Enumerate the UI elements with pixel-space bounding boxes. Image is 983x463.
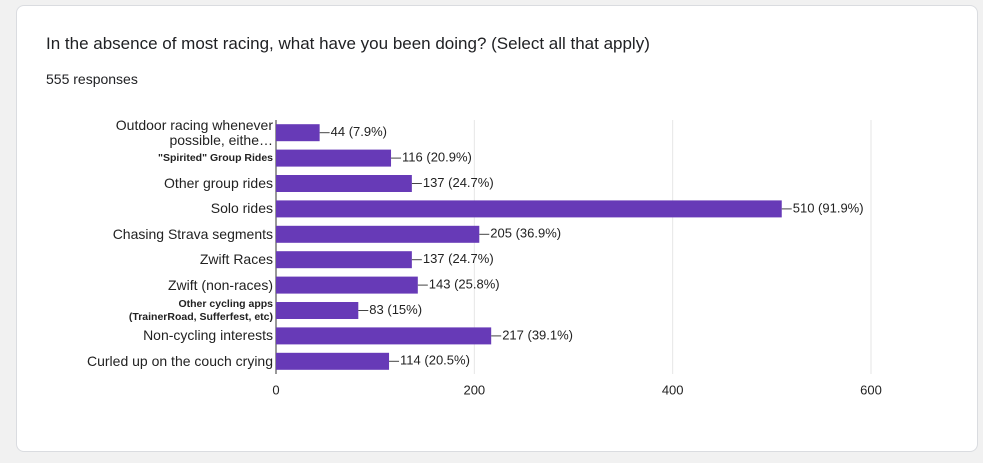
bar [276, 175, 412, 192]
value-label: 83 (15%) [369, 302, 422, 317]
value-label: 44 (7.9%) [331, 124, 387, 139]
category-label: Other cycling apps (TrainerRoad, Sufferf… [128, 297, 273, 323]
bar [276, 200, 782, 218]
category-label: Other group rides [164, 175, 273, 191]
bar [276, 251, 412, 269]
category-label: Zwift (non-races) [167, 276, 273, 293]
bar [276, 352, 390, 370]
category-label: "Spirited" Group Rides [158, 151, 273, 164]
value-label: 137 (24.7%) [423, 251, 494, 266]
bar [276, 302, 359, 319]
category-label: Chasing Strava segments [112, 225, 273, 242]
x-tick-label: 600 [860, 382, 882, 397]
bar [276, 149, 392, 167]
x-tick-label: 200 [463, 382, 485, 397]
value-label: 217 (39.1%) [502, 327, 573, 342]
x-tick-label: 400 [662, 382, 684, 397]
card [16, 5, 978, 452]
category-label: Solo rides [210, 200, 273, 217]
question-title: In the absence of most racing, what have… [46, 34, 650, 53]
bar [276, 124, 320, 142]
category-label: Zwift Races [199, 251, 273, 268]
value-label: 116 (20.9%) [402, 150, 472, 165]
x-tick-label: 0 [272, 382, 279, 397]
value-label: 114 (20.5%) [400, 353, 470, 368]
value-label: 137 (24.7%) [423, 175, 494, 190]
bar [276, 327, 492, 345]
category-label: Outdoor racing whenever possible, eithe… [115, 117, 273, 148]
bar [276, 225, 480, 243]
value-label: 205 (36.9%) [490, 226, 561, 241]
category-label: Curled up on the couch crying [87, 352, 273, 369]
bar [276, 276, 418, 294]
value-label: 143 (25.8%) [429, 277, 500, 292]
category-label: Non-cycling interests [143, 327, 273, 344]
response-count: 555 responses [46, 71, 138, 87]
value-label: 510 (91.9%) [793, 200, 864, 215]
